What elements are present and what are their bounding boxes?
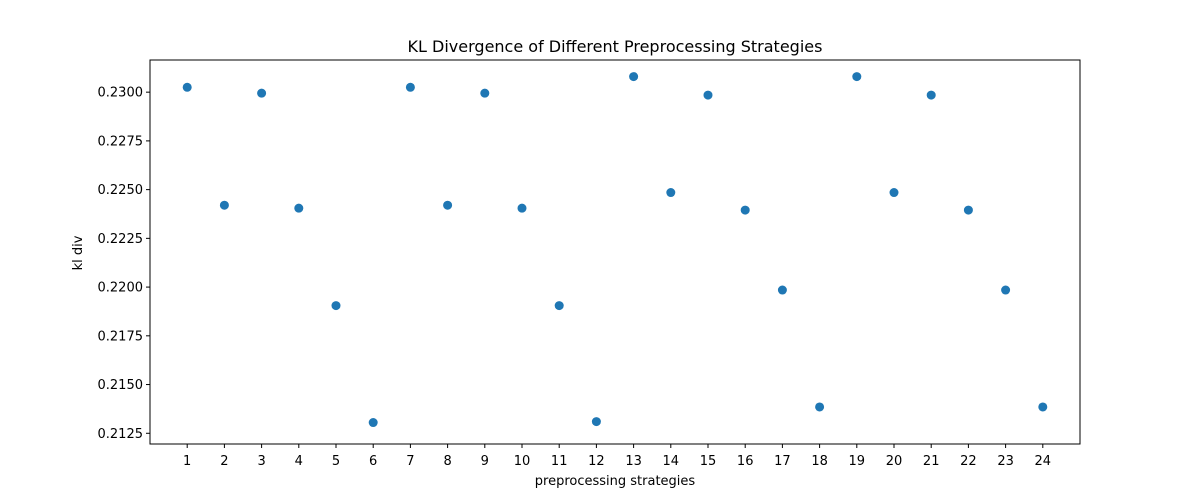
x-tick-label: 16: [737, 454, 754, 469]
x-tick-label: 6: [369, 454, 377, 469]
x-tick-label: 15: [700, 454, 717, 469]
data-point: [666, 188, 676, 198]
data-point: [219, 200, 229, 210]
data-point: [740, 205, 750, 215]
x-tick-label: 8: [443, 454, 451, 469]
data-point: [703, 90, 713, 100]
data-point: [591, 417, 601, 427]
data-points: [182, 72, 1048, 428]
x-tick-label: 2: [220, 454, 228, 469]
x-axis-ticks: 1 2 3 4 5 6 7 8 9 10 11 12 13 14 15 16 17 18 19 20 21 22 23 24: [183, 444, 1051, 469]
data-point: [1001, 285, 1011, 295]
x-tick-label: 18: [811, 454, 828, 469]
data-point: [182, 82, 192, 92]
x-tick-label: 21: [923, 454, 940, 469]
y-tick-label: 0.2275: [98, 134, 144, 149]
y-tick-label: 0.2225: [98, 232, 144, 247]
x-tick-label: 19: [849, 454, 866, 469]
plot-area-frame: [149, 59, 1081, 445]
y-axis-label: kl div: [71, 235, 86, 270]
y-tick-label: 0.2200: [98, 281, 144, 296]
y-tick-label: 0.2125: [98, 427, 144, 442]
data-point: [331, 301, 341, 311]
x-tick-label: 7: [406, 454, 414, 469]
x-tick-label: 10: [514, 454, 531, 469]
data-point: [629, 72, 639, 82]
data-point: [777, 285, 787, 295]
y-tick-label: 0.2300: [98, 86, 144, 101]
data-point: [554, 301, 564, 311]
data-point: [852, 72, 862, 82]
x-tick-label: 13: [625, 454, 642, 469]
data-point: [443, 200, 453, 210]
x-tick-label: 24: [1035, 454, 1052, 469]
x-tick-label: 4: [295, 454, 303, 469]
chart-title: KL Divergence of Different Preprocessing…: [408, 37, 823, 56]
x-tick-label: 20: [886, 454, 903, 469]
x-tick-label: 12: [588, 454, 605, 469]
y-axis-ticks: 0.2125 0.2150 0.2175 0.2200 0.2225 0.2250 0.22…: [98, 86, 150, 442]
data-point: [294, 203, 304, 213]
data-point: [963, 205, 973, 215]
data-point: [257, 88, 267, 98]
x-tick-label: 23: [997, 454, 1014, 469]
data-point: [815, 402, 825, 412]
data-point: [517, 203, 527, 213]
x-tick-label: 1: [183, 454, 191, 469]
data-point: [889, 188, 899, 198]
y-tick-label: 0.2150: [98, 378, 144, 393]
data-point: [368, 418, 378, 428]
data-point: [926, 90, 936, 100]
y-tick-label: 0.2175: [98, 329, 144, 344]
y-tick-label: 0.2250: [98, 183, 144, 198]
x-tick-label: 9: [481, 454, 489, 469]
x-tick-label: 17: [774, 454, 791, 469]
data-point: [405, 82, 415, 92]
x-tick-label: 14: [663, 454, 680, 469]
data-point: [480, 88, 490, 98]
x-tick-label: 3: [257, 454, 265, 469]
x-tick-label: 5: [332, 454, 340, 469]
x-axis-label: preprocessing strategies: [535, 474, 696, 489]
x-tick-label: 11: [551, 454, 568, 469]
data-point: [1038, 402, 1048, 412]
x-tick-label: 22: [960, 454, 977, 469]
